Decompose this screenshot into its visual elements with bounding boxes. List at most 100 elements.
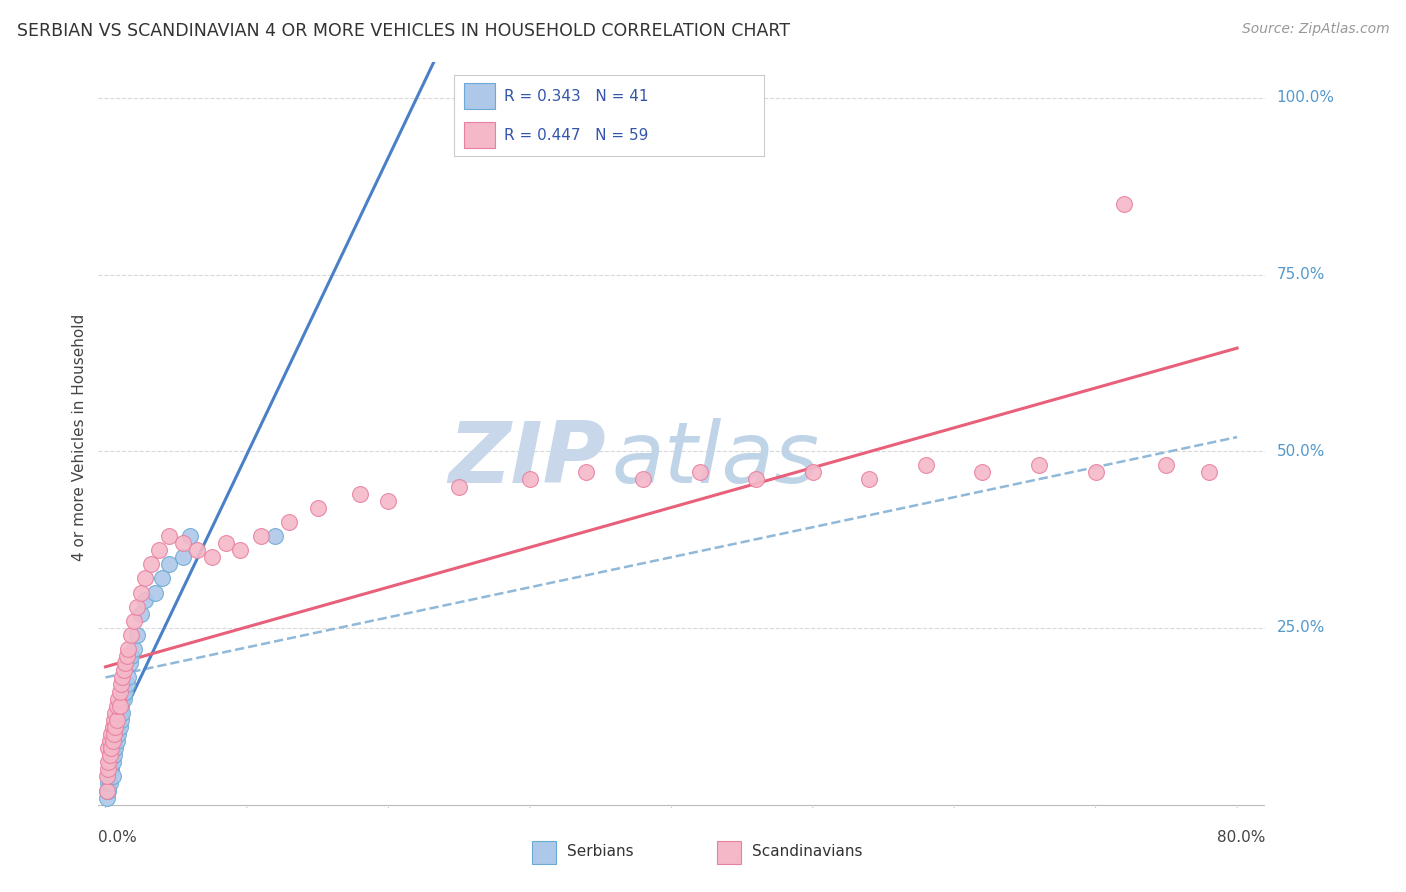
Point bbox=[104, 706, 127, 720]
Point bbox=[186, 543, 208, 558]
Bar bbox=[717, 841, 741, 864]
Point bbox=[108, 706, 131, 720]
Text: 50.0%: 50.0% bbox=[1277, 443, 1324, 458]
Point bbox=[801, 466, 824, 480]
Point bbox=[117, 670, 139, 684]
Point bbox=[100, 741, 122, 756]
Point bbox=[114, 657, 136, 671]
Text: Source: ZipAtlas.com: Source: ZipAtlas.com bbox=[1241, 22, 1389, 37]
Point bbox=[125, 599, 148, 614]
Point bbox=[111, 670, 134, 684]
Point bbox=[110, 677, 132, 691]
Point bbox=[148, 543, 170, 558]
Point bbox=[96, 783, 118, 797]
Point bbox=[103, 734, 125, 748]
Point bbox=[122, 642, 145, 657]
Point bbox=[115, 649, 138, 664]
Point bbox=[157, 558, 180, 572]
Text: SERBIAN VS SCANDINAVIAN 4 OR MORE VEHICLES IN HOUSEHOLD CORRELATION CHART: SERBIAN VS SCANDINAVIAN 4 OR MORE VEHICL… bbox=[17, 22, 790, 40]
Point bbox=[134, 592, 156, 607]
Point bbox=[101, 741, 124, 756]
Point bbox=[250, 529, 273, 543]
Point bbox=[105, 713, 128, 727]
Point bbox=[215, 536, 238, 550]
Point bbox=[101, 734, 124, 748]
Point bbox=[98, 756, 121, 770]
Point bbox=[103, 727, 125, 741]
Point bbox=[134, 571, 156, 585]
Point bbox=[110, 713, 132, 727]
Point bbox=[97, 783, 120, 797]
Point bbox=[108, 720, 131, 734]
Point bbox=[112, 691, 135, 706]
Point bbox=[143, 585, 166, 599]
Point bbox=[105, 734, 128, 748]
Point bbox=[129, 585, 152, 599]
Point bbox=[1084, 466, 1107, 480]
Point bbox=[104, 727, 127, 741]
Point bbox=[631, 473, 654, 487]
Point bbox=[111, 706, 134, 720]
Point bbox=[97, 756, 120, 770]
Point bbox=[107, 691, 129, 706]
Point bbox=[100, 727, 122, 741]
Point bbox=[349, 486, 371, 500]
Point bbox=[98, 734, 121, 748]
Point bbox=[519, 473, 541, 487]
Point bbox=[264, 529, 287, 543]
Point bbox=[150, 571, 173, 585]
Point bbox=[96, 769, 118, 783]
Point bbox=[307, 500, 329, 515]
Point bbox=[108, 698, 131, 713]
Point bbox=[1156, 458, 1178, 473]
Point bbox=[229, 543, 252, 558]
Point bbox=[120, 628, 142, 642]
Point bbox=[1198, 466, 1220, 480]
Point bbox=[745, 473, 768, 487]
Point bbox=[117, 642, 139, 657]
Text: ZIP: ZIP bbox=[449, 418, 606, 501]
Point bbox=[97, 762, 120, 776]
Text: Serbians: Serbians bbox=[568, 845, 634, 859]
Point bbox=[689, 466, 711, 480]
Point bbox=[108, 684, 131, 698]
Bar bbox=[531, 841, 555, 864]
Point bbox=[120, 649, 142, 664]
Point bbox=[172, 550, 194, 565]
Point bbox=[1112, 196, 1135, 211]
Point bbox=[377, 493, 399, 508]
Point bbox=[139, 558, 162, 572]
Point bbox=[101, 756, 124, 770]
Point bbox=[915, 458, 938, 473]
Point bbox=[98, 748, 121, 763]
Point bbox=[100, 748, 122, 763]
Point bbox=[125, 628, 148, 642]
Point bbox=[575, 466, 598, 480]
Text: 75.0%: 75.0% bbox=[1277, 267, 1324, 282]
Text: 25.0%: 25.0% bbox=[1277, 621, 1324, 635]
Point bbox=[129, 607, 152, 621]
Point bbox=[101, 769, 124, 783]
Point bbox=[972, 466, 994, 480]
Point bbox=[101, 720, 124, 734]
Point bbox=[122, 614, 145, 628]
Point bbox=[172, 536, 194, 550]
Point bbox=[100, 762, 122, 776]
Point bbox=[1028, 458, 1050, 473]
Point bbox=[104, 720, 127, 734]
Text: atlas: atlas bbox=[612, 418, 820, 501]
Point bbox=[97, 741, 120, 756]
Text: 80.0%: 80.0% bbox=[1218, 830, 1265, 846]
Point bbox=[278, 515, 301, 529]
Y-axis label: 4 or more Vehicles in Household: 4 or more Vehicles in Household bbox=[72, 313, 87, 561]
Point bbox=[107, 727, 129, 741]
Point bbox=[118, 657, 141, 671]
Point bbox=[104, 741, 127, 756]
Point bbox=[115, 677, 138, 691]
Point bbox=[157, 529, 180, 543]
Text: Scandinavians: Scandinavians bbox=[752, 845, 863, 859]
Point bbox=[103, 748, 125, 763]
Text: 100.0%: 100.0% bbox=[1277, 90, 1334, 105]
Point bbox=[179, 529, 201, 543]
Point bbox=[858, 473, 880, 487]
